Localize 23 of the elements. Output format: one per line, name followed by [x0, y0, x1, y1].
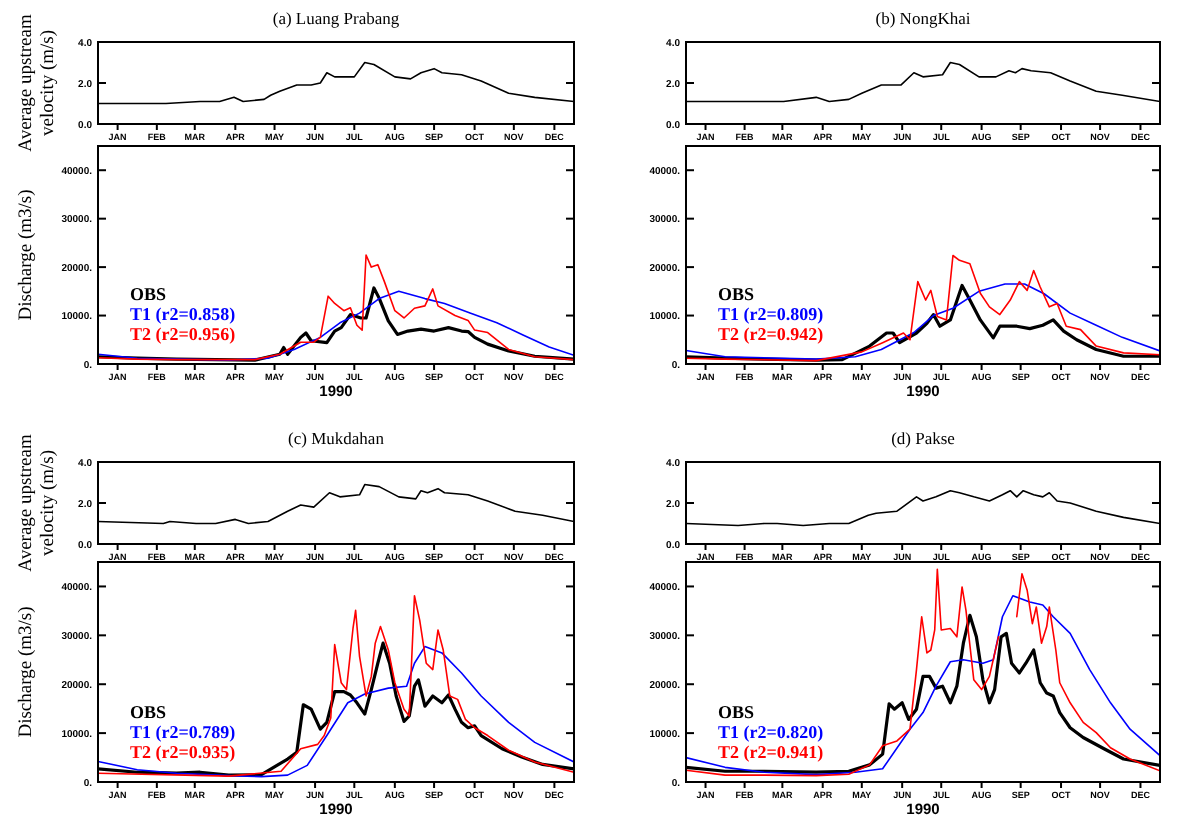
line-series — [98, 254, 574, 361]
line-series — [98, 594, 574, 777]
series-label: T1 (r2=0.789) — [130, 722, 236, 742]
series-label: T2 (r2=0.942) — [718, 324, 824, 344]
text: OBS — [718, 702, 755, 722]
y-axis-title: Discharge (m3/s) — [16, 189, 37, 321]
y-axis-title: Average upstream velocity (m/s) — [16, 13, 59, 152]
series-label: T2 (r2=0.941) — [718, 742, 824, 762]
series-label: T2 (r2=0.935) — [130, 742, 236, 762]
y-axis-title: Average upstream velocity (m/s) — [16, 433, 59, 572]
y-axis-title: Discharge (m3/s) — [16, 606, 37, 738]
series-label: T1 (r2=0.820) — [718, 722, 824, 742]
series-label: T1 (r2=0.809) — [718, 304, 824, 324]
chart-title: (b) NongKhai — [875, 8, 972, 28]
chart-title: (d) Pakse — [891, 428, 956, 448]
series-label: T1 (r2=0.858) — [130, 304, 236, 324]
series-label: T2 (r2=0.956) — [130, 324, 236, 344]
text: OBS — [130, 702, 167, 722]
line-series — [686, 254, 1160, 362]
text: OBS — [130, 284, 167, 304]
text: OBS — [718, 284, 755, 304]
chart-title: (c) Mukdahan — [288, 428, 386, 448]
chart-title: (a) Luang Prabang — [272, 8, 401, 28]
